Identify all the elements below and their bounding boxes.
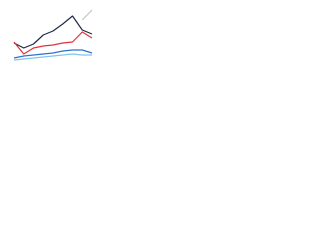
chart — [0, 0, 100, 71]
series-line — [13, 15, 93, 49]
series-line — [13, 53, 92, 61]
page: (() => { const data = JSON.parse(documen… — [0, 0, 320, 71]
series-line — [81, 9, 93, 21]
series-line — [13, 49, 93, 59]
series-line — [13, 31, 93, 55]
